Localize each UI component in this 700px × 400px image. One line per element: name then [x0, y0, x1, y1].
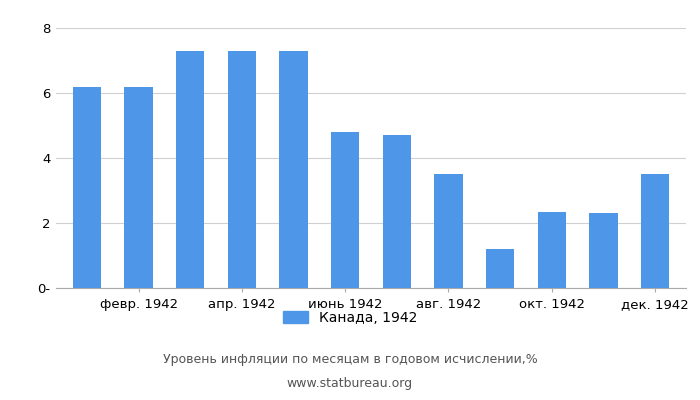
Bar — [589, 213, 617, 288]
Bar — [640, 174, 669, 288]
Bar — [434, 174, 463, 288]
Legend: Канада, 1942: Канада, 1942 — [283, 311, 417, 325]
Bar — [125, 86, 153, 288]
Text: Уровень инфляции по месяцам в годовом исчислении,%: Уровень инфляции по месяцам в годовом ис… — [162, 354, 538, 366]
Bar — [176, 51, 204, 288]
Bar — [73, 86, 102, 288]
Bar — [486, 249, 514, 288]
Bar — [279, 51, 308, 288]
Bar — [538, 212, 566, 288]
Text: www.statbureau.org: www.statbureau.org — [287, 378, 413, 390]
Bar — [331, 132, 359, 288]
Bar — [228, 51, 256, 288]
Bar — [383, 135, 411, 288]
